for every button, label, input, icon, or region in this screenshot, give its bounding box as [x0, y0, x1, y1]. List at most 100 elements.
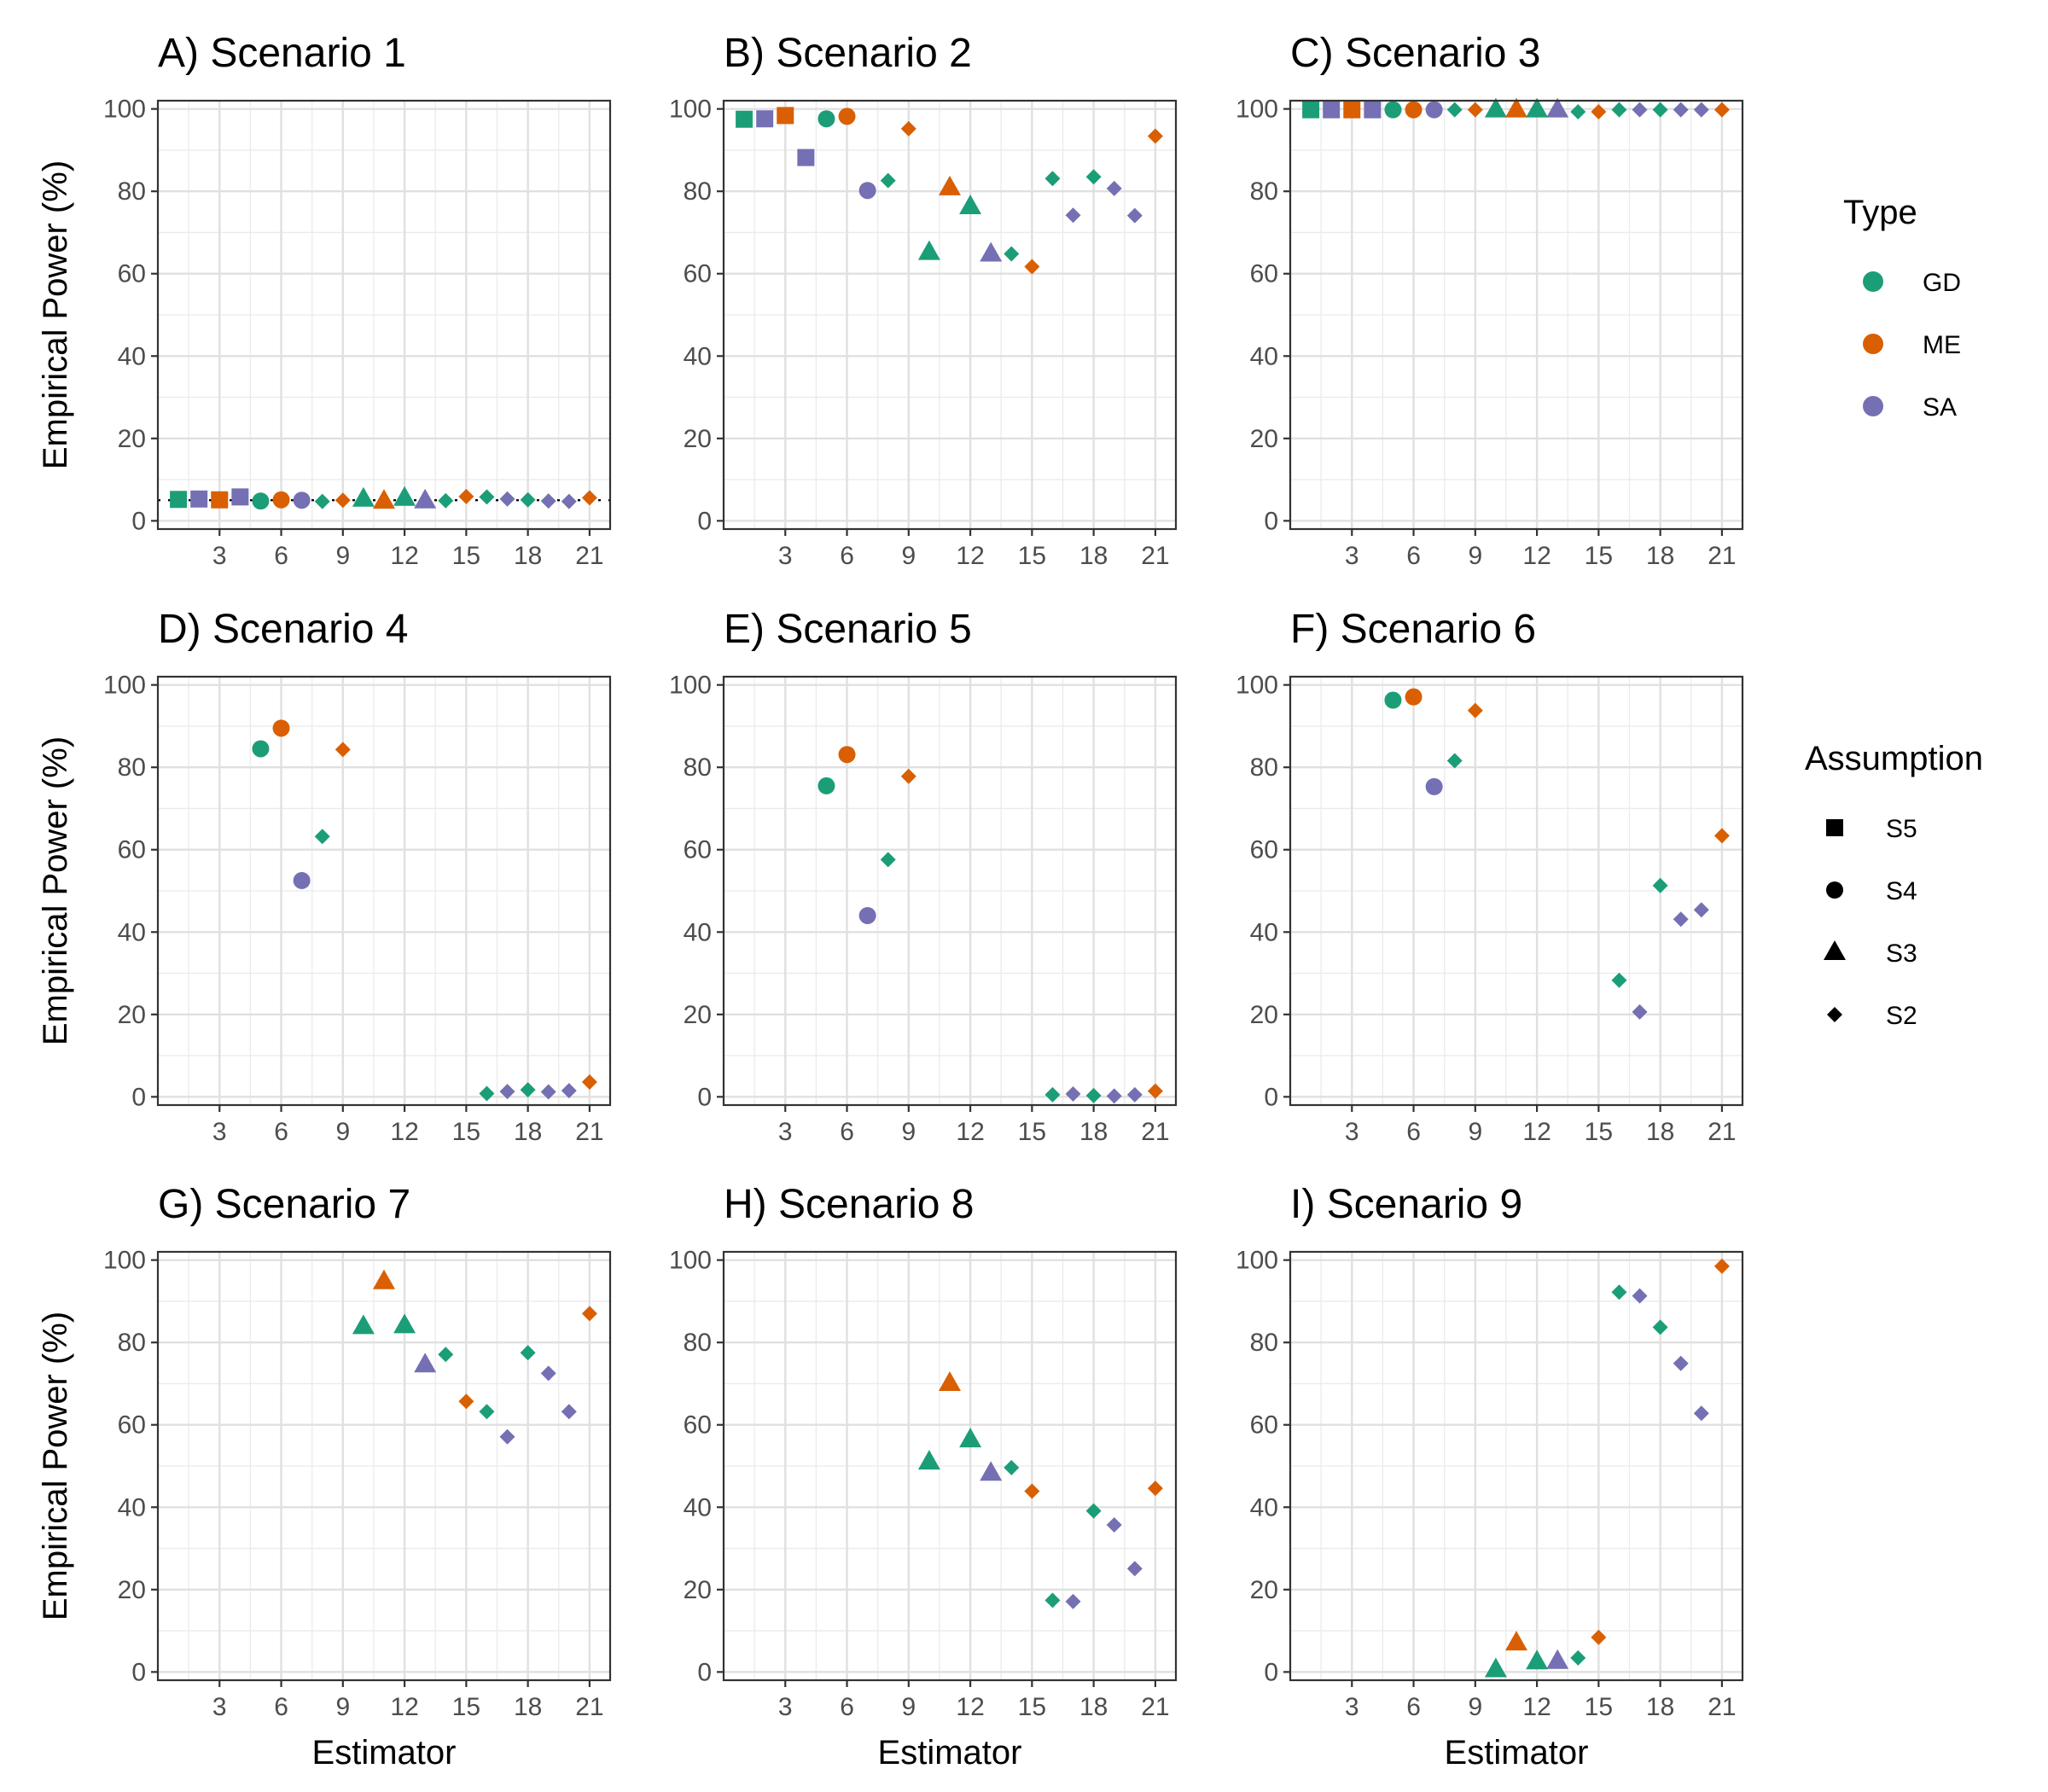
data-point: [1425, 777, 1443, 795]
y-tick-label: 0: [697, 1083, 712, 1111]
x-tick-label: 12: [956, 1693, 984, 1721]
data-point: [1632, 1288, 1648, 1304]
x-tick-label: 12: [1522, 1693, 1551, 1721]
y-tick-label: 100: [669, 96, 712, 124]
data-point: [1693, 102, 1709, 118]
data-point: [1065, 1085, 1081, 1102]
data-point: [438, 1347, 454, 1363]
data-point: [1591, 104, 1607, 120]
data-point: [756, 110, 774, 128]
data-point: [414, 1353, 437, 1373]
legend-type-swatch: [1863, 396, 1883, 416]
y-tick-label: 20: [684, 1576, 712, 1604]
panel-title: C) Scenario 3: [1290, 31, 1540, 76]
data-point: [1505, 1631, 1527, 1651]
x-tick-label: 9: [901, 1118, 916, 1146]
x-tick-label: 21: [1708, 1118, 1736, 1146]
y-tick-label: 100: [669, 1247, 712, 1275]
y-tick-label: 80: [118, 177, 146, 206]
legend-type-label: SA: [1923, 393, 1957, 422]
y-tick-label: 20: [684, 425, 712, 453]
panel-1: A) Scenario 1 0 20 40 60 80 100 3 6 9 12 15 18 21: [103, 31, 612, 570]
x-tick-label: 18: [1079, 542, 1108, 570]
data-point: [1632, 1004, 1648, 1020]
data-point: [1652, 877, 1668, 893]
data-point: [581, 1073, 597, 1090]
data-point: [1126, 1561, 1143, 1577]
x-tick-label: 21: [1141, 1118, 1169, 1146]
y-tick-label: 100: [103, 1247, 146, 1275]
data-point: [980, 1461, 1003, 1481]
panel-title: F) Scenario 6: [1290, 607, 1536, 652]
data-point: [520, 1345, 536, 1361]
x-tick-label: 6: [840, 1693, 854, 1721]
data-point: [170, 491, 188, 509]
x-tick-label: 15: [1018, 1118, 1046, 1146]
data-point: [880, 852, 896, 868]
panel-9: I) Scenario 9 0 20 40 60 80 100 3 6 9 12 15 18 21: [1236, 1182, 1744, 1721]
x-tick-label: 18: [1079, 1693, 1108, 1721]
data-point: [438, 492, 454, 509]
y-tick-label: 60: [118, 836, 146, 864]
x-tick-label: 15: [1018, 542, 1046, 570]
x-tick-label: 18: [514, 1118, 542, 1146]
y-tick-label: 0: [1264, 1083, 1278, 1111]
data-point: [1004, 1459, 1020, 1475]
data-point: [1546, 97, 1569, 118]
data-point: [335, 742, 351, 758]
x-tick-label: 12: [956, 542, 984, 570]
y-tick-label: 40: [118, 342, 146, 370]
y-axis-label: Empirical Power (%): [37, 1312, 74, 1620]
y-tick-label: 40: [1250, 1493, 1278, 1521]
x-tick-label: 6: [1406, 1693, 1421, 1721]
x-tick-label: 12: [1522, 1118, 1551, 1146]
data-point: [838, 746, 856, 764]
data-point: [1044, 171, 1061, 187]
data-point: [581, 490, 597, 506]
data-point: [479, 1404, 495, 1420]
y-tick-label: 100: [669, 672, 712, 700]
data-point: [1611, 972, 1627, 988]
data-point: [1693, 1405, 1709, 1422]
data-point: [1147, 128, 1163, 144]
x-tick-label: 9: [335, 1693, 350, 1721]
data-point: [959, 1428, 982, 1448]
legend-assumption-swatch: [1827, 1007, 1842, 1022]
data-point: [393, 1313, 416, 1334]
y-tick-label: 80: [684, 177, 712, 206]
panel-border: [722, 99, 1178, 531]
y-tick-label: 60: [118, 260, 146, 288]
y-tick-label: 20: [118, 425, 146, 453]
y-tick-label: 40: [118, 918, 146, 946]
x-tick-label: 21: [1141, 1693, 1169, 1721]
data-point: [314, 493, 330, 509]
y-tick-label: 60: [684, 836, 712, 864]
data-point: [1446, 102, 1463, 118]
panel-border: [156, 675, 612, 1107]
legend-type-title: Type: [1843, 194, 1917, 231]
data-point: [1526, 1649, 1549, 1670]
data-point: [980, 241, 1003, 262]
data-point: [1652, 102, 1668, 118]
panel-2: B) Scenario 2 0 20 40 60 80 100 3 6 9 12 15 18 21: [669, 31, 1178, 570]
x-axis-labels-group: Estimator Estimator Estimator: [312, 1734, 1589, 1772]
x-tick-label: 15: [1585, 1693, 1613, 1721]
y-tick-label: 80: [118, 1329, 146, 1357]
y-tick-label: 20: [1250, 1001, 1278, 1029]
data-point: [1106, 180, 1122, 196]
data-point: [917, 240, 940, 260]
data-point: [1147, 1481, 1163, 1497]
data-point: [900, 120, 916, 137]
data-point: [1632, 102, 1648, 118]
x-tick-label: 15: [452, 1118, 480, 1146]
panel-border: [1289, 1250, 1744, 1682]
data-point: [520, 492, 536, 508]
x-tick-label: 6: [274, 1693, 288, 1721]
y-tick-label: 40: [1250, 918, 1278, 946]
data-point: [1425, 101, 1443, 119]
data-point: [1085, 169, 1102, 185]
data-point: [540, 1365, 556, 1382]
x-tick-label: 18: [1646, 1118, 1674, 1146]
panel-title: E) Scenario 5: [724, 607, 972, 652]
y-tick-label: 100: [1236, 672, 1278, 700]
